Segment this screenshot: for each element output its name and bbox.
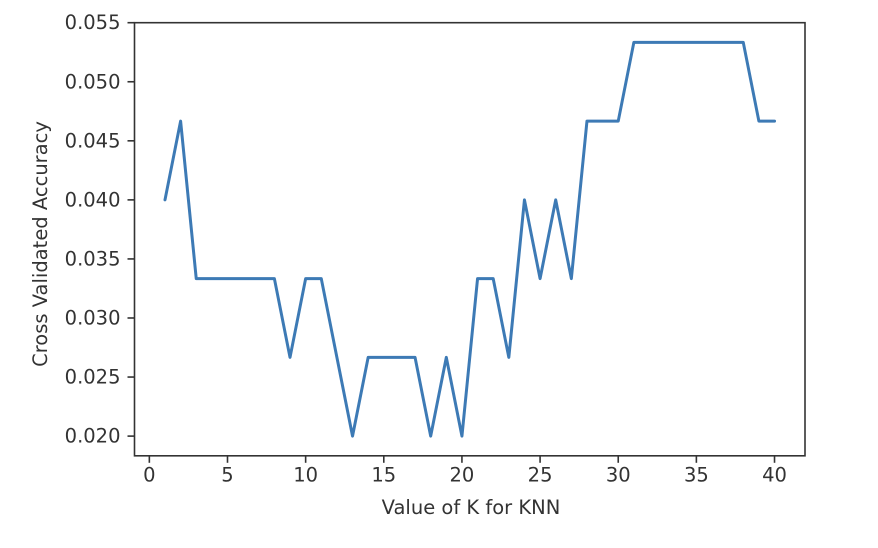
y-tick-label: 0.045 [65, 129, 121, 152]
x-tick-label: 30 [606, 464, 631, 487]
x-axis-label: Value of K for KNN [382, 496, 561, 519]
y-tick-label: 0.040 [65, 188, 121, 211]
accuracy-line [163, 40, 777, 438]
x-tick-label: 25 [528, 464, 553, 487]
plot-frame [133, 21, 806, 457]
y-tick-label: 0.025 [65, 366, 121, 389]
y-tick-label: 0.035 [65, 247, 121, 270]
line-series-group [163, 40, 777, 438]
x-tick-label: 20 [450, 464, 475, 487]
y-tick-label: 0.020 [65, 425, 121, 448]
x-tick-label: 40 [762, 464, 787, 487]
x-tick-label: 10 [293, 464, 318, 487]
x-tick-label: 5 [221, 464, 233, 487]
x-tick-label: 35 [684, 464, 709, 487]
y-axis-ticks: 0.020 0.025 0.030 0.035 0.040 0.045 0.050 0.055 [65, 11, 135, 448]
y-tick-label: 0.055 [65, 11, 121, 34]
y-axis-label: Cross Validated Accuracy [29, 121, 52, 367]
y-tick-label: 0.050 [65, 70, 121, 93]
x-tick-label: 15 [371, 464, 396, 487]
y-tick-label: 0.030 [65, 306, 121, 329]
x-axis-ticks: 0 5 10 15 20 25 30 35 40 [143, 455, 787, 487]
x-tick-label: 0 [143, 464, 155, 487]
axes-spines [133, 21, 806, 457]
